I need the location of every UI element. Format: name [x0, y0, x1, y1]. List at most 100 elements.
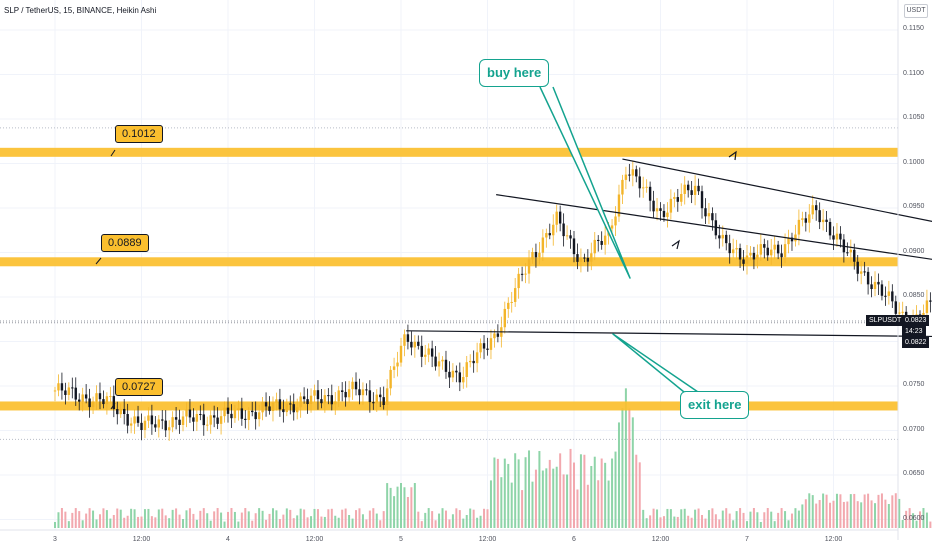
price-tag: 0.0823: [902, 315, 930, 326]
candle-body: [541, 237, 545, 253]
candle-body: [659, 208, 662, 211]
candle-body: [188, 409, 192, 418]
volume-bar: [451, 514, 454, 528]
volume-bar: [358, 508, 361, 528]
candle-body: [195, 414, 199, 422]
candle-body: [835, 233, 839, 240]
volume-bar: [223, 521, 226, 528]
candle-body: [527, 259, 531, 274]
y-tick-label: 0.1050: [903, 114, 925, 121]
candle-body: [109, 396, 112, 398]
candle-body: [846, 252, 849, 254]
exit-callout-pointer: [612, 333, 699, 393]
volume-bar: [393, 496, 396, 528]
volume-bar: [361, 514, 364, 528]
candle-body: [261, 402, 264, 413]
volume-bar: [635, 454, 638, 528]
candle-body: [368, 390, 372, 403]
volume-bar: [465, 514, 468, 528]
level-label-1012[interactable]: 0.1012: [115, 125, 163, 143]
volume-bar: [808, 493, 811, 528]
candle-body: [780, 253, 783, 258]
candle-body: [545, 233, 548, 238]
volume-bar: [444, 510, 447, 528]
candle-body: [275, 399, 278, 403]
y-tick-label: 0.0750: [903, 381, 925, 388]
candle-body: [472, 360, 475, 364]
candle-body: [150, 415, 154, 425]
buy-callout-pointer: [539, 86, 631, 279]
candle-body: [783, 244, 787, 258]
candle-body: [299, 396, 302, 408]
volume-bar: [303, 509, 306, 528]
volume-bar: [801, 504, 804, 528]
volume-bar: [901, 519, 904, 528]
volume-bar: [258, 508, 261, 528]
candle-body: [866, 271, 870, 285]
volume-bar: [296, 515, 299, 528]
level-label-0727[interactable]: 0.0727: [115, 378, 163, 396]
candle-body: [209, 415, 212, 425]
volume-bar: [316, 509, 319, 528]
countdown-tag: 14:23: [902, 326, 926, 337]
candle-body: [482, 343, 486, 349]
candle-body: [244, 418, 247, 420]
candle-body: [493, 333, 496, 339]
volume-bar: [929, 521, 932, 528]
volume-bar: [95, 519, 98, 528]
volume-bar: [905, 510, 908, 528]
x-tick-label: 12:00: [651, 536, 670, 543]
candle-body: [430, 348, 434, 357]
volume-bar: [427, 508, 430, 528]
currency-button[interactable]: USDT: [904, 4, 928, 18]
candle-body: [700, 191, 704, 209]
volume-bar: [88, 508, 91, 528]
volume-bar: [199, 510, 202, 528]
candle-body: [389, 369, 392, 389]
volume-bar: [690, 517, 693, 528]
volume-bar: [856, 501, 859, 528]
candle-body: [254, 412, 257, 420]
candle-body: [216, 417, 219, 424]
candle-body: [174, 417, 178, 420]
volume-bar: [438, 513, 441, 528]
candle-body: [479, 343, 482, 353]
candle-body: [202, 414, 205, 426]
volume-bar: [701, 515, 704, 528]
candle-body: [576, 254, 579, 262]
candle-body: [676, 197, 679, 202]
level-label-0889[interactable]: 0.0889: [101, 234, 149, 252]
volume-bar: [884, 499, 887, 528]
volume-bar: [794, 508, 797, 528]
volume-bar: [835, 493, 838, 528]
volume-bar: [396, 486, 399, 528]
candle-body: [320, 399, 323, 404]
candle-body: [572, 238, 576, 255]
volume-bar: [538, 451, 541, 528]
candle-body: [57, 383, 60, 391]
candle-body: [929, 300, 932, 302]
buy-here-callout[interactable]: buy here: [479, 59, 550, 87]
volume-bar: [344, 508, 347, 528]
volume-bar: [555, 466, 558, 528]
exit-here-callout[interactable]: exit here: [680, 391, 750, 419]
candle-body: [98, 393, 102, 400]
volume-bar: [617, 422, 620, 528]
candle-body: [396, 362, 399, 367]
candle-body: [794, 234, 797, 242]
volume-bar: [341, 509, 344, 528]
candle-body: [531, 252, 534, 260]
y-tick-label: 0.0950: [903, 203, 925, 210]
candle-body: [233, 409, 237, 419]
candle-body: [773, 244, 776, 250]
candle-body: [105, 396, 109, 405]
candle-body: [728, 243, 731, 254]
volume-bar: [244, 508, 247, 528]
candle-body: [219, 416, 223, 424]
volume-bar: [611, 458, 614, 528]
candle-body: [614, 216, 617, 226]
candle-body: [555, 211, 558, 225]
candle-body: [901, 311, 904, 313]
volume-bar: [797, 510, 800, 528]
